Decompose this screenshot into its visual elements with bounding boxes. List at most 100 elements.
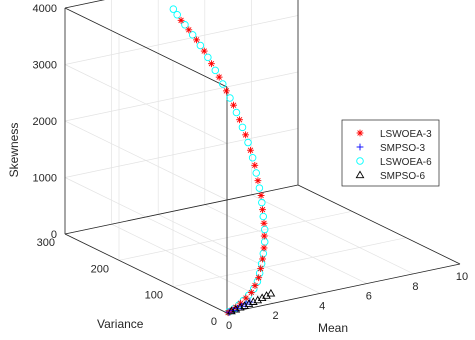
series-lswoea-6 xyxy=(169,5,269,316)
marker-stroke xyxy=(242,132,249,138)
marker-stroke xyxy=(186,27,192,33)
grid-line xyxy=(64,71,299,122)
legend-marker-glyph xyxy=(355,170,365,179)
data-point xyxy=(238,123,247,132)
marker-stroke xyxy=(261,245,267,251)
marker-stroke xyxy=(261,220,267,227)
grid-line xyxy=(158,214,321,294)
data-point xyxy=(258,198,266,207)
grid-line xyxy=(251,194,414,275)
legend-entry-smpso-6: SMPSO-6 xyxy=(355,170,425,182)
marker-stroke xyxy=(258,192,264,199)
data-point xyxy=(255,184,264,192)
data-point xyxy=(247,146,254,154)
marker-shape xyxy=(169,5,178,13)
axis-edge xyxy=(64,0,105,9)
marker-shape xyxy=(188,31,197,39)
data-point xyxy=(255,269,264,277)
axis-edge xyxy=(64,233,228,314)
legend-entry-lswoea-6: LSWOEA-6 xyxy=(356,157,432,168)
x-tick-label: 8 xyxy=(412,281,418,293)
legend-entry-lswoea-3: LSWOEA-3 xyxy=(356,129,432,140)
marker-shape xyxy=(244,291,253,300)
legend-marker-triangle xyxy=(355,170,365,179)
data-point xyxy=(169,5,178,13)
data-point xyxy=(260,232,268,240)
data-point xyxy=(230,101,237,109)
z-tick-label: 2000 xyxy=(33,116,57,128)
data-point xyxy=(248,154,257,162)
marker-stroke xyxy=(357,130,363,136)
data-point xyxy=(244,138,252,147)
legend-label: SMPSO-3 xyxy=(380,143,425,154)
marker-shape xyxy=(259,249,268,258)
marker-shape xyxy=(259,212,268,221)
data-point xyxy=(260,244,268,252)
legend-entry-smpso-3: SMPSO-3 xyxy=(356,143,425,154)
data-point xyxy=(242,131,249,139)
legend-label: LSWOEA-6 xyxy=(380,157,432,168)
marker-stroke xyxy=(236,117,243,123)
axis-edge xyxy=(226,263,461,314)
data-point xyxy=(259,206,266,214)
marker-shape xyxy=(196,41,205,50)
legend-label: LSWOEA-3 xyxy=(380,129,432,140)
legend-label: SMPSO-6 xyxy=(380,171,425,182)
data-point xyxy=(244,291,253,300)
marker-stroke xyxy=(216,74,222,80)
data-point xyxy=(215,73,223,81)
marker-shape xyxy=(248,154,257,162)
data-point xyxy=(188,31,197,39)
marker-shape xyxy=(173,11,181,19)
x-tick-label: 10 xyxy=(456,271,468,283)
y-axis-label: Variance xyxy=(97,317,144,331)
marker-shape xyxy=(226,94,234,102)
marker-shape xyxy=(219,80,227,88)
y-tick-label: 200 xyxy=(91,263,109,275)
grid-line xyxy=(64,15,299,65)
data-point xyxy=(181,21,189,29)
marker-shape xyxy=(252,169,260,177)
marker-shape xyxy=(260,238,269,246)
y-tick-label: 100 xyxy=(145,290,163,302)
legend-marker-glyph xyxy=(356,157,364,165)
marker-stroke xyxy=(252,162,258,169)
marker-shape xyxy=(211,66,220,75)
data-point xyxy=(196,41,205,50)
data-point xyxy=(232,108,241,117)
grid-line xyxy=(118,210,353,261)
data-point xyxy=(259,249,268,258)
data-point xyxy=(222,87,230,95)
data-point xyxy=(257,192,265,199)
marker-shape xyxy=(255,269,264,277)
legend-marker-plus xyxy=(356,143,364,151)
marker-stroke xyxy=(259,256,266,262)
data-point xyxy=(257,265,265,273)
data-point xyxy=(259,255,266,263)
marker-shape xyxy=(255,184,264,192)
data-point xyxy=(259,212,268,221)
legend-marker-circle xyxy=(356,157,364,165)
series-lswoea-3 xyxy=(177,16,268,317)
data-point xyxy=(177,16,185,24)
x-axis-label: Mean xyxy=(318,321,348,335)
marker-shape xyxy=(204,53,212,62)
grid-line xyxy=(172,237,407,288)
data-point xyxy=(254,177,262,185)
data-points xyxy=(169,5,276,317)
grid-line xyxy=(64,128,299,178)
legend-marker-glyph xyxy=(356,143,364,151)
marker-stroke xyxy=(178,17,184,24)
grid-line xyxy=(64,120,228,201)
marker-stroke xyxy=(243,295,249,301)
marker-stroke xyxy=(247,147,254,153)
data-point xyxy=(251,161,259,169)
marker-stroke xyxy=(223,88,230,94)
data-point xyxy=(255,274,263,282)
data-point xyxy=(252,169,260,177)
series-smpso-6 xyxy=(227,288,276,315)
data-point xyxy=(260,238,269,246)
marker-stroke xyxy=(252,282,258,289)
